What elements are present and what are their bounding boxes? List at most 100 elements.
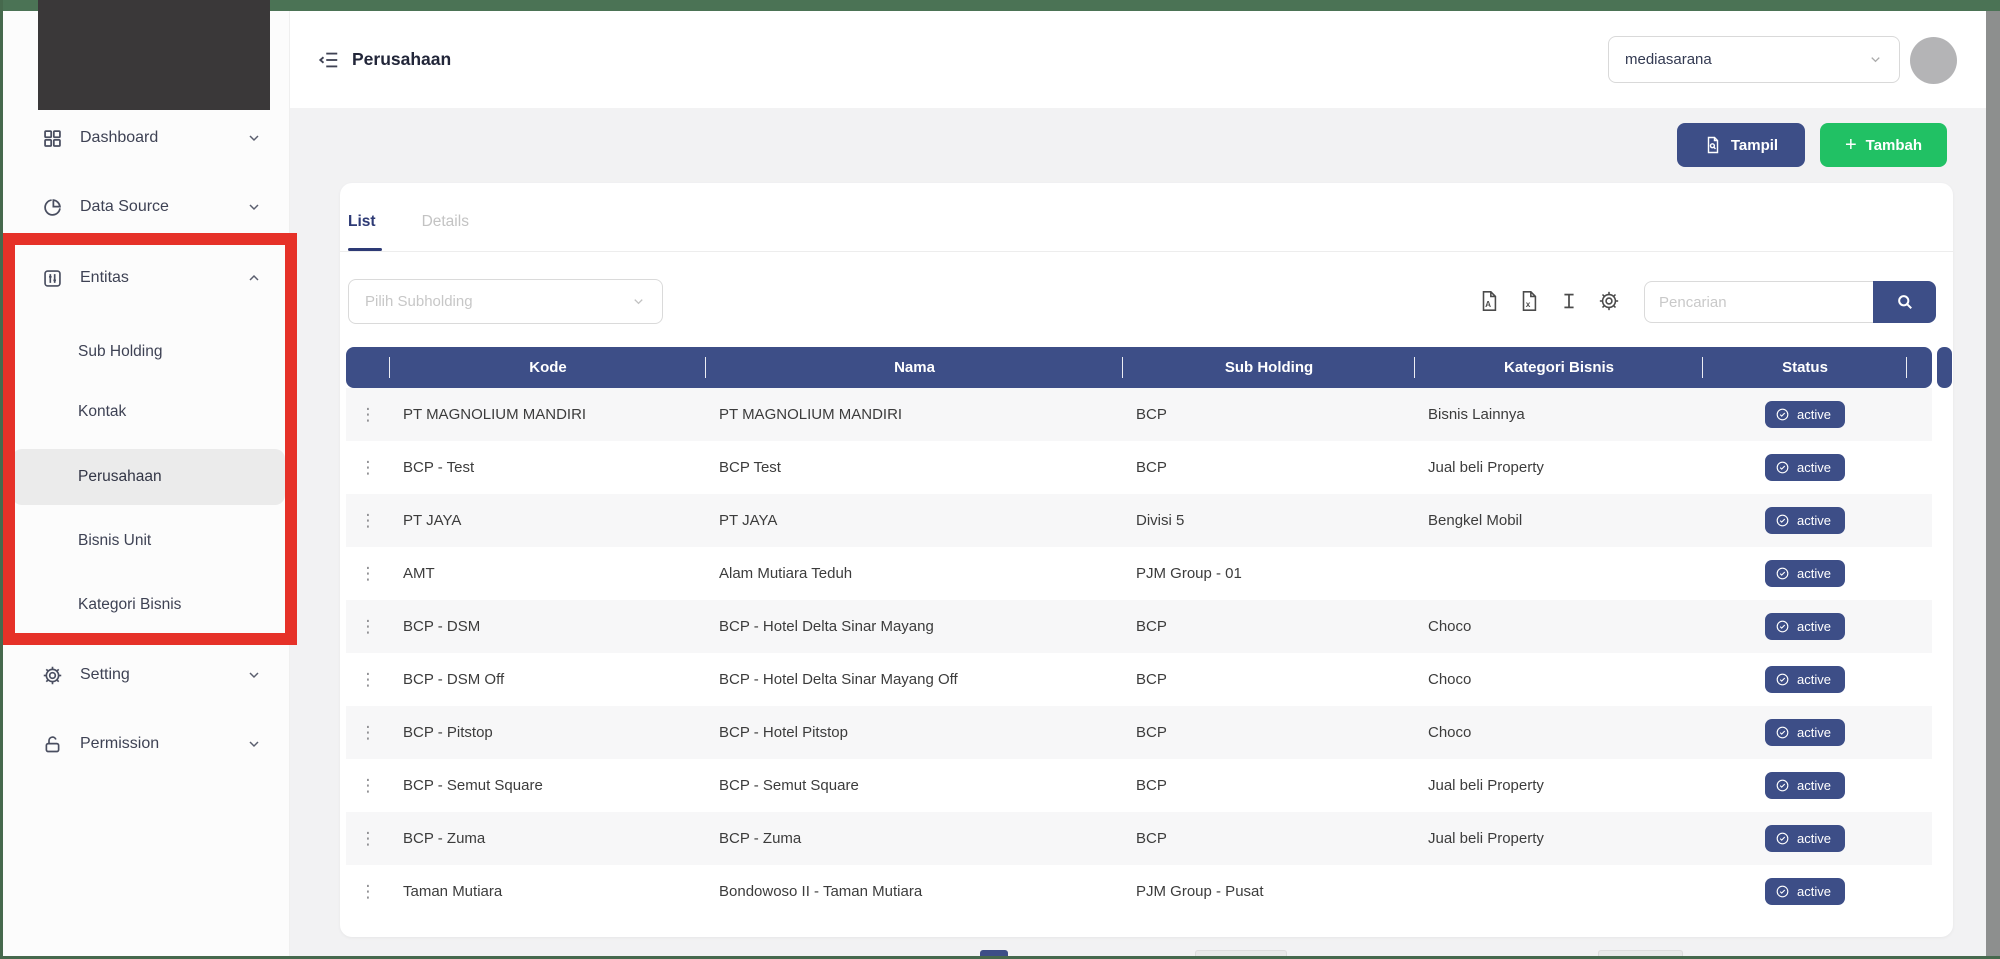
sidebar-item-data-source[interactable]: Data Source — [3, 179, 290, 235]
tenant-select[interactable]: mediasarana — [1608, 36, 1900, 83]
row-menu-icon[interactable]: ⋮ — [359, 512, 377, 529]
status-badge[interactable]: active — [1765, 507, 1845, 534]
status-badge[interactable]: active — [1765, 666, 1845, 693]
cell-kode: Taman Mutiara — [403, 883, 503, 900]
gear-icon[interactable] — [1598, 290, 1620, 312]
tambah-button[interactable]: + Tambah — [1820, 123, 1947, 167]
sidebar-item-kontak[interactable]: Kontak — [78, 403, 127, 420]
search-input[interactable] — [1644, 281, 1873, 323]
cell-kode: PT MAGNOLIUM MANDIRI — [403, 406, 587, 423]
cell-kode: BCP - Zuma — [403, 830, 486, 847]
sidebar-item-setting[interactable]: Setting — [3, 647, 290, 703]
cell-kategori-bisnis: Bengkel Mobil — [1428, 512, 1523, 529]
sidebar-item-label: Setting — [80, 666, 130, 683]
cell-sub-holding: BCP — [1136, 671, 1167, 688]
pagination-page-button-partial[interactable] — [980, 950, 1008, 956]
row-menu-icon[interactable]: ⋮ — [359, 883, 377, 900]
table-row: ⋮ PT MAGNOLIUM MANDIRI PT MAGNOLIUM MAND… — [346, 388, 1932, 441]
status-badge[interactable]: active — [1765, 719, 1845, 746]
sidebar-item-bisnis-unit[interactable]: Bisnis Unit — [78, 532, 152, 549]
data-table: Kode Nama Sub Holding Kategori Bisnis St… — [346, 347, 1932, 918]
grid-icon — [42, 128, 63, 149]
sidebar-item-dashboard[interactable]: Dashboard — [3, 110, 290, 166]
row-menu-icon[interactable]: ⋮ — [359, 830, 377, 847]
tenant-select-value: mediasarana — [1625, 51, 1712, 68]
pagination-control-partial[interactable] — [1598, 950, 1683, 956]
cell-sub-holding: BCP — [1136, 459, 1167, 476]
status-badge[interactable]: active — [1765, 825, 1845, 852]
row-menu-icon[interactable]: ⋮ — [359, 406, 377, 423]
cell-nama: BCP - Semut Square — [719, 777, 859, 794]
plus-icon: + — [1844, 134, 1857, 156]
chevron-down-icon — [246, 667, 262, 683]
sidebar: Dashboard Data Source Entitas Sub Holdin… — [3, 11, 290, 956]
sidebar-item-label: Data Source — [80, 198, 169, 215]
status-badge[interactable]: active — [1765, 454, 1845, 481]
status-badge[interactable]: active — [1765, 878, 1845, 905]
cell-kategori-bisnis: Jual beli Property — [1428, 777, 1544, 794]
row-menu-icon[interactable]: ⋮ — [359, 565, 377, 582]
tabs-divider — [340, 251, 1953, 252]
status-badge[interactable]: active — [1765, 613, 1845, 640]
tambah-button-label: Tambah — [1865, 136, 1923, 154]
sidebar-item-sub-holding[interactable]: Sub Holding — [78, 343, 163, 360]
cell-kode: BCP - Test — [403, 459, 475, 476]
cell-nama: BCP - Hotel Delta Sinar Mayang Off — [719, 671, 958, 688]
top-header: Perusahaan mediasarana — [290, 11, 1986, 108]
chevron-down-icon — [631, 294, 646, 309]
cell-nama: PT JAYA — [719, 512, 778, 529]
sidebar-item-entitas[interactable]: Entitas — [3, 250, 290, 306]
row-menu-icon[interactable]: ⋮ — [359, 459, 377, 476]
sidebar-item-label: Dashboard — [80, 129, 159, 146]
pagination-control-partial[interactable] — [1195, 950, 1287, 956]
status-badge[interactable]: active — [1765, 772, 1845, 799]
subholding-select-placeholder: Pilih Subholding — [365, 293, 473, 310]
file-excel-icon[interactable]: x — [1518, 290, 1540, 312]
sidebar-item-perusahaan[interactable]: Perusahaan — [12, 449, 285, 505]
tampil-button[interactable]: Tampil — [1677, 123, 1805, 167]
svg-text:A: A — [1485, 300, 1491, 309]
text-height-icon[interactable] — [1558, 290, 1580, 312]
row-menu-icon[interactable]: ⋮ — [359, 671, 377, 688]
table-row: ⋮ PT JAYA PT JAYA Divisi 5 Bengkel Mobil… — [346, 494, 1932, 547]
search-group — [1644, 281, 1936, 323]
chevron-down-icon — [246, 736, 262, 752]
column-header-kategori-bisnis: Kategori Bisnis — [1415, 347, 1703, 388]
table-header-row: Kode Nama Sub Holding Kategori Bisnis St… — [346, 347, 1932, 388]
file-search-icon — [1704, 136, 1722, 154]
file-pdf-icon[interactable]: A — [1478, 290, 1500, 312]
browser-scrollbar[interactable] — [1986, 11, 2000, 956]
tabs: List Details — [348, 213, 469, 231]
cell-sub-holding: PJM Group - 01 — [1136, 565, 1242, 582]
table-header-end-cap — [1937, 347, 1952, 388]
cell-kategori-bisnis: Bisnis Lainnya — [1428, 406, 1525, 423]
status-badge[interactable]: active — [1765, 401, 1845, 428]
table-row: ⋮ BCP - Pitstop BCP - Hotel Pitstop BCP … — [346, 706, 1932, 759]
status-badge[interactable]: active — [1765, 560, 1845, 587]
cell-nama: BCP - Hotel Pitstop — [719, 724, 848, 741]
cell-nama: BCP - Zuma — [719, 830, 802, 847]
tab-details[interactable]: Details — [421, 213, 469, 230]
row-menu-icon[interactable]: ⋮ — [359, 724, 377, 741]
sidebar-item-kategori-bisnis[interactable]: Kategori Bisnis — [78, 596, 182, 613]
pie-chart-icon — [42, 197, 63, 218]
sidebar-item-permission[interactable]: Permission — [3, 716, 290, 772]
avatar[interactable] — [1910, 37, 1957, 84]
row-menu-icon[interactable]: ⋮ — [359, 777, 377, 794]
frame-top-bar — [0, 0, 2000, 11]
menu-fold-icon[interactable] — [318, 49, 340, 71]
cell-kategori-bisnis: Choco — [1428, 724, 1472, 741]
content-area: Tampil + Tambah List Details Pilih Subho… — [290, 108, 1986, 956]
lock-icon — [42, 734, 63, 755]
table-row: ⋮ BCP - Zuma BCP - Zuma BCP Jual beli Pr… — [346, 812, 1932, 865]
tab-list[interactable]: List — [348, 213, 376, 230]
cell-kode: BCP - DSM — [403, 618, 481, 635]
check-circle-icon — [1775, 513, 1790, 528]
frame-left-edge — [0, 0, 3, 959]
main-area: Perusahaan mediasarana Tampil + Tambah L… — [290, 11, 1986, 956]
subholding-select[interactable]: Pilih Subholding — [348, 279, 663, 324]
column-header-actions — [346, 347, 390, 388]
check-circle-icon — [1775, 619, 1790, 634]
row-menu-icon[interactable]: ⋮ — [359, 618, 377, 635]
search-button[interactable] — [1873, 281, 1936, 323]
